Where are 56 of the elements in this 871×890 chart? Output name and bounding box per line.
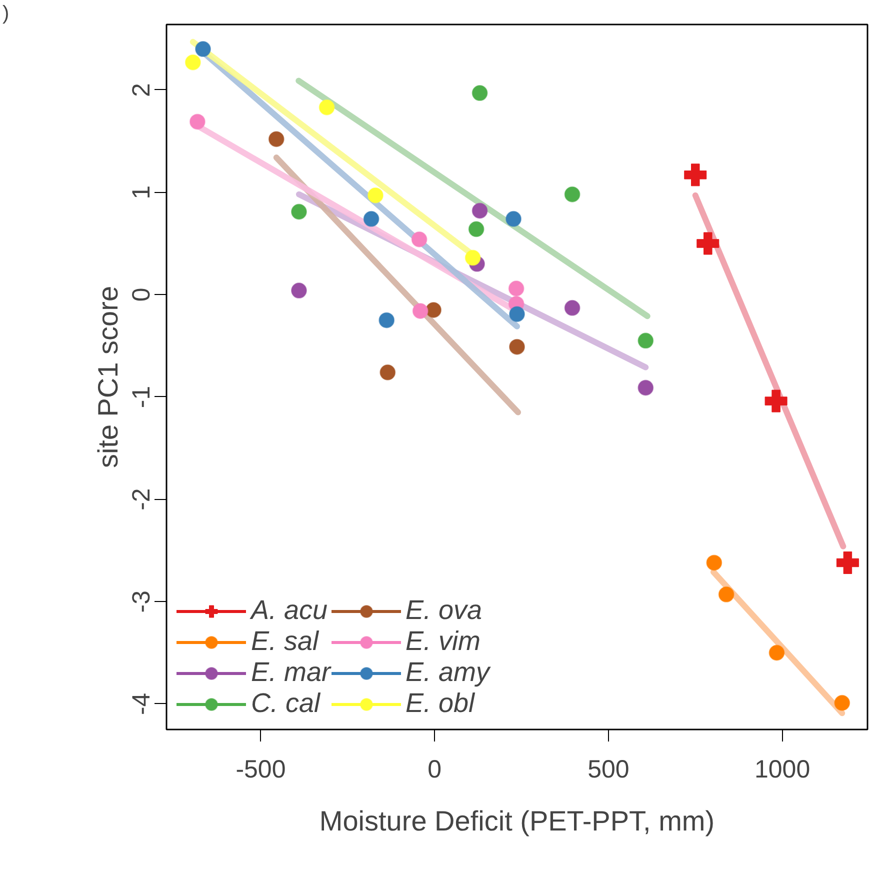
x-tick-label: 1000	[754, 756, 810, 784]
point	[718, 586, 734, 602]
legend-label: E. sal	[251, 626, 319, 657]
point	[195, 41, 212, 58]
text: )	[2, 2, 10, 24]
point	[189, 114, 206, 130]
point	[290, 282, 307, 299]
legend-label: E. obl	[406, 688, 475, 719]
point	[509, 306, 525, 322]
point	[684, 164, 707, 186]
legend-label: A. acu	[251, 595, 328, 626]
y-tick-label: -2	[128, 488, 156, 510]
legend-label: E. vim	[406, 626, 481, 657]
x-tick-label: 500	[588, 756, 630, 784]
point	[363, 210, 380, 227]
point	[508, 280, 524, 296]
point	[768, 644, 785, 661]
x-tick-label: 0	[428, 756, 442, 784]
point	[318, 99, 335, 116]
point	[367, 187, 384, 204]
legend-label: E. amy	[406, 657, 490, 688]
point	[290, 204, 307, 220]
point	[412, 303, 428, 319]
point	[706, 554, 722, 571]
x-tick-label: -500	[236, 756, 286, 784]
point	[506, 210, 522, 227]
point	[464, 250, 481, 266]
point	[509, 338, 525, 355]
point	[426, 302, 442, 318]
point	[638, 380, 654, 396]
point	[472, 85, 488, 102]
y-tick-label: -1	[128, 386, 156, 408]
point	[836, 551, 859, 574]
point	[472, 202, 488, 219]
y-tick-label: 0	[128, 288, 156, 302]
y-tick-label: 2	[128, 83, 156, 97]
point	[411, 231, 428, 248]
point	[468, 221, 484, 238]
point	[696, 232, 720, 255]
point	[378, 312, 395, 328]
point	[834, 694, 850, 711]
legend-label: E. mar	[251, 657, 331, 688]
point	[564, 300, 580, 316]
y-tick-label: -4	[128, 692, 156, 716]
y-tick-label: -3	[128, 590, 156, 613]
x-axis-title: Moisture Deficit (PET-PPT, mm)	[319, 806, 715, 836]
y-axis-title: site PC1 score	[92, 286, 124, 468]
point	[184, 54, 201, 70]
legend-label: E. ova	[406, 595, 482, 626]
point	[564, 186, 580, 202]
point	[268, 131, 284, 148]
legend-label: C. cal	[251, 688, 320, 719]
point	[380, 364, 396, 380]
y-tick-label: 1	[128, 185, 156, 200]
point	[638, 332, 654, 349]
point	[764, 390, 788, 412]
